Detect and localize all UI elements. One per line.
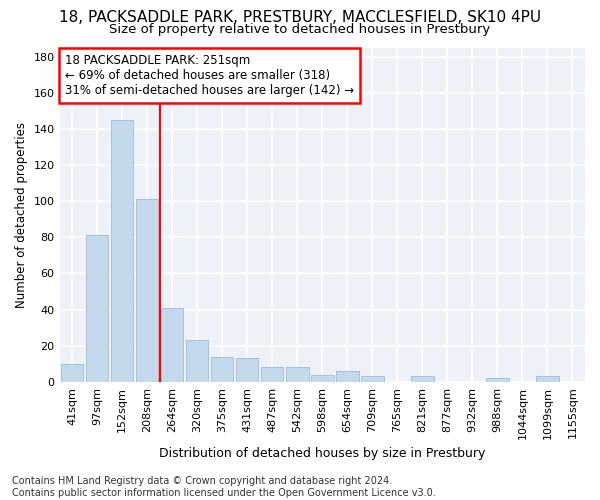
Bar [536,376,559,382]
Bar [361,376,383,382]
Bar [61,364,83,382]
Bar [111,120,133,382]
Bar [286,368,308,382]
Text: 18, PACKSADDLE PARK, PRESTBURY, MACCLESFIELD, SK10 4PU: 18, PACKSADDLE PARK, PRESTBURY, MACCLESF… [59,10,541,25]
Bar [161,308,184,382]
Bar [211,356,233,382]
Bar [86,236,109,382]
Bar [311,374,334,382]
Text: Size of property relative to detached houses in Prestbury: Size of property relative to detached ho… [109,22,491,36]
X-axis label: Distribution of detached houses by size in Prestbury: Distribution of detached houses by size … [159,447,485,460]
Text: Contains HM Land Registry data © Crown copyright and database right 2024.
Contai: Contains HM Land Registry data © Crown c… [12,476,436,498]
Y-axis label: Number of detached properties: Number of detached properties [15,122,28,308]
Bar [336,371,359,382]
Bar [261,368,283,382]
Bar [186,340,208,382]
Bar [411,376,434,382]
Text: 18 PACKSADDLE PARK: 251sqm
← 69% of detached houses are smaller (318)
31% of sem: 18 PACKSADDLE PARK: 251sqm ← 69% of deta… [65,54,354,97]
Bar [486,378,509,382]
Bar [236,358,259,382]
Bar [136,200,158,382]
